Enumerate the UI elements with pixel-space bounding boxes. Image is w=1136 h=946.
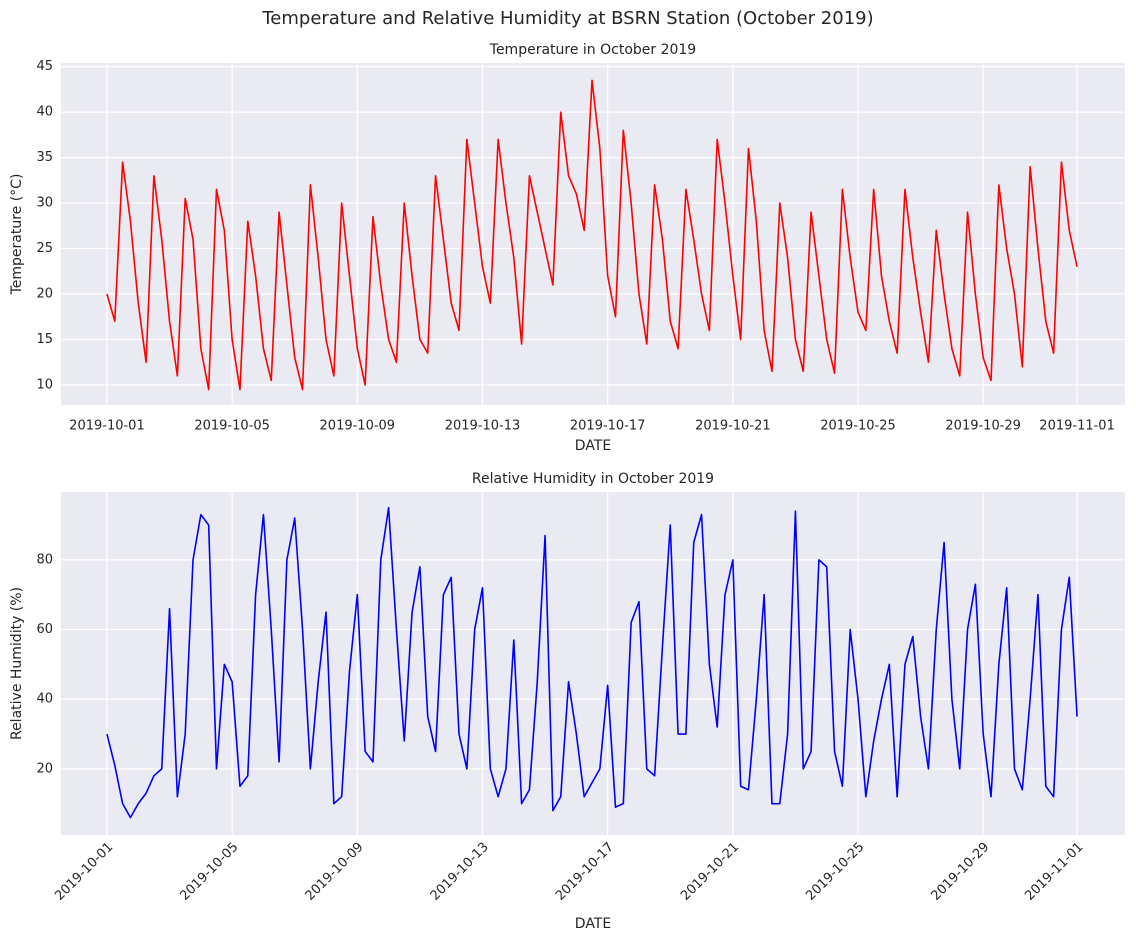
y-tick-label: 40: [36, 692, 53, 707]
x-tick-label: 2019-10-09: [303, 840, 367, 904]
x-tick-label: 2019-10-29: [945, 419, 1021, 434]
x-tick-label: 2019-10-25: [820, 419, 896, 434]
x-tick-label: 2019-10-21: [678, 840, 742, 904]
x-tick-label: 2019-10-17: [553, 840, 617, 904]
y-tick-label: 10: [36, 377, 53, 392]
x-axis-label: DATE: [575, 916, 611, 932]
x-tick-label: 2019-10-13: [428, 840, 492, 904]
y-tick-label: 15: [36, 332, 53, 347]
x-tick-label: 2019-11-01: [1039, 419, 1115, 434]
y-tick-label: 80: [36, 552, 53, 567]
x-tick-label: 2019-10-25: [803, 840, 867, 904]
y-axis-label: Relative Humidity (%): [9, 587, 25, 740]
x-tick-label: 2019-10-01: [52, 840, 116, 904]
figure-title: Temperature and Relative Humidity at BSR…: [261, 8, 873, 29]
y-tick-label: 20: [36, 287, 53, 302]
x-tick-label: 2019-10-05: [194, 419, 270, 434]
x-tick-label: 2019-10-13: [445, 419, 521, 434]
y-axis-label: Temperature (°C): [9, 174, 25, 296]
data-line: [106, 79, 1078, 391]
y-tick-label: 30: [36, 196, 53, 211]
x-tick-label: 2019-10-01: [69, 419, 145, 434]
x-tick-label: 2019-11-01: [1022, 840, 1086, 904]
x-tick-label: 2019-10-17: [570, 419, 646, 434]
plot-area: [61, 63, 1125, 405]
y-tick-label: 20: [36, 761, 53, 776]
x-tick-label: 2019-10-21: [695, 419, 771, 434]
y-tick-label: 25: [36, 241, 53, 256]
y-tick-label: 45: [36, 59, 53, 74]
subplot-title: Temperature in October 2019: [489, 42, 696, 58]
y-tick-label: 40: [36, 105, 53, 120]
data-line: [106, 506, 1078, 819]
y-tick-label: 60: [36, 622, 53, 637]
plot-area: [61, 492, 1125, 835]
x-tick-label: 2019-10-29: [928, 840, 992, 904]
y-tick-label: 35: [36, 150, 53, 165]
x-axis-label: DATE: [575, 438, 611, 454]
x-tick-label: 2019-10-09: [320, 419, 396, 434]
x-tick-label: 2019-10-05: [177, 840, 241, 904]
subplot-title: Relative Humidity in October 2019: [472, 471, 714, 487]
